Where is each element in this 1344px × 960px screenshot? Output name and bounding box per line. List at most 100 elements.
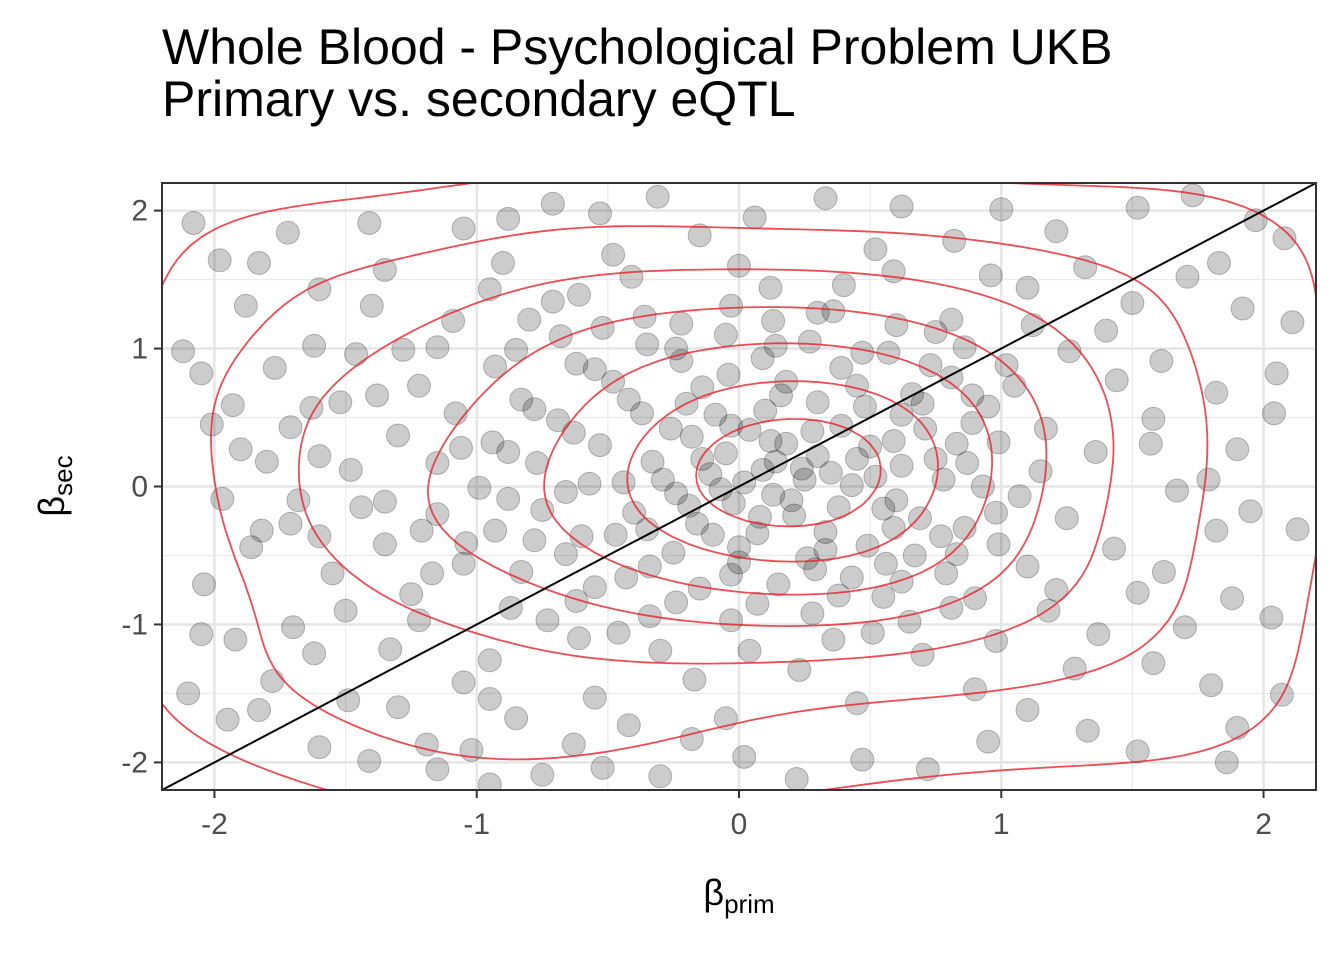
data-point: [831, 273, 856, 298]
data-point: [262, 355, 287, 380]
data-point: [703, 402, 728, 427]
data-point: [530, 762, 555, 787]
data-point: [299, 395, 324, 420]
data-point: [372, 532, 397, 557]
contour-line: [626, 380, 939, 563]
data-point: [1102, 536, 1126, 561]
data-point: [761, 482, 786, 507]
data-point: [606, 620, 631, 645]
data-point: [685, 511, 709, 536]
y-tick-label: -1: [121, 608, 148, 641]
data-point: [477, 648, 502, 673]
data-point: [745, 591, 770, 616]
data-point: [1015, 554, 1040, 579]
data-point: [228, 437, 253, 462]
data-point: [713, 322, 738, 347]
points-layer: [171, 183, 1310, 790]
data-point: [1028, 459, 1053, 484]
data-point: [590, 755, 615, 780]
contour-line: [427, 306, 1048, 627]
x-tick-label: 2: [1255, 808, 1272, 841]
data-point: [233, 293, 258, 318]
data-point: [986, 532, 1011, 557]
x-tick-label: 0: [731, 808, 748, 841]
data-point: [449, 435, 473, 460]
data-point: [281, 615, 306, 640]
data-point: [989, 197, 1014, 222]
data-point: [540, 289, 565, 314]
data-point: [719, 608, 744, 633]
data-point: [561, 732, 586, 757]
data-point: [564, 589, 589, 613]
chart-subtitle: Primary vs. secondary eQTL: [162, 71, 796, 127]
data-point: [784, 767, 809, 790]
data-point: [805, 300, 830, 325]
data-point: [220, 393, 245, 418]
data-point: [451, 670, 476, 695]
data-point: [278, 511, 303, 536]
data-point: [546, 408, 570, 433]
data-point: [567, 282, 591, 307]
data-point: [425, 757, 450, 782]
data-point: [648, 638, 673, 663]
data-point: [708, 477, 733, 502]
data-point: [742, 205, 767, 230]
data-point: [171, 339, 195, 364]
data-point: [942, 228, 967, 253]
data-point: [477, 687, 502, 711]
data-point: [664, 590, 689, 615]
data-point: [737, 638, 762, 663]
data-point: [386, 423, 410, 448]
data-point: [1230, 296, 1255, 321]
data-point: [658, 416, 683, 441]
data-point: [483, 518, 508, 543]
data-point: [873, 551, 898, 576]
data-point: [239, 535, 264, 560]
identity-line-layer: [162, 183, 1316, 790]
data-point: [590, 315, 615, 340]
data-point: [386, 695, 410, 720]
data-point: [727, 535, 751, 560]
data-point: [357, 749, 382, 773]
data-point: [344, 342, 369, 367]
data-point: [1151, 560, 1176, 584]
data-point: [792, 467, 817, 492]
data-point: [307, 444, 332, 469]
data-point: [863, 464, 888, 489]
data-point: [687, 223, 712, 248]
x-axis-subscript: prim: [724, 889, 775, 919]
data-point: [1280, 310, 1305, 335]
data-point: [564, 351, 589, 376]
data-point: [1225, 715, 1250, 740]
data-point: [454, 531, 479, 556]
data-point: [189, 361, 214, 386]
data-point: [467, 475, 492, 500]
data-point: [1214, 750, 1239, 775]
data-point: [640, 449, 665, 474]
data-point: [839, 473, 864, 498]
axes: -2 -1 0 1 2 -2 -1 0 1 2: [121, 195, 1272, 841]
data-point: [247, 698, 271, 722]
data-point: [1044, 219, 1069, 244]
data-point: [963, 586, 987, 611]
data-point: [451, 216, 476, 241]
data-point: [630, 401, 654, 426]
data-point: [719, 293, 744, 318]
data-point: [645, 184, 670, 209]
data-point: [1196, 467, 1221, 492]
data-point: [451, 551, 476, 576]
data-point: [1204, 380, 1229, 405]
data-point: [359, 293, 384, 318]
data-point: [826, 583, 851, 608]
x-axis-title: βprim: [703, 872, 774, 919]
data-point: [496, 486, 521, 511]
data-point: [664, 481, 689, 506]
data-point: [320, 561, 345, 586]
data-point: [588, 433, 612, 458]
data-point: [611, 470, 636, 495]
data-point: [286, 488, 311, 513]
data-point: [800, 601, 825, 626]
data-point: [944, 542, 969, 567]
data-point: [192, 572, 216, 597]
data-point: [372, 489, 397, 514]
